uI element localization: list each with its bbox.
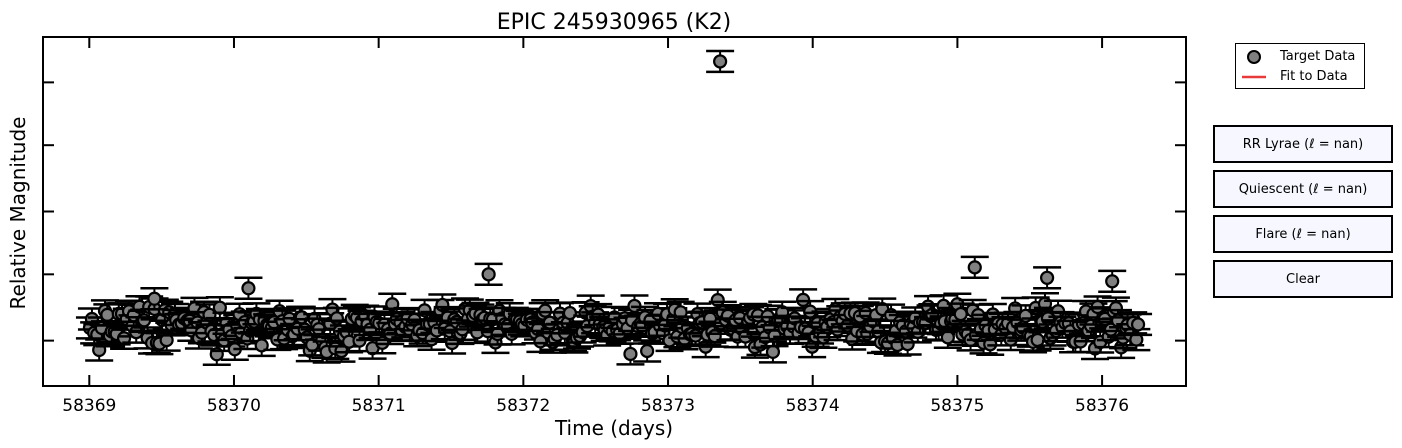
flare-button[interactable]: Flare (ℓ = nan)	[1213, 215, 1393, 253]
data-point	[706, 49, 735, 74]
x-axis-label: Time (days)	[554, 416, 673, 440]
axis-ticks: 58369 58370 58371 58372 58373 58374 58375 58376	[43, 37, 1186, 416]
x-tick-label: 58375	[930, 396, 984, 416]
x-tick-label: 58371	[352, 396, 406, 416]
x-tick-label: 58374	[786, 396, 840, 416]
red-line-icon	[1242, 75, 1266, 79]
data-point	[1098, 269, 1127, 294]
data-point	[1124, 312, 1153, 337]
data-point	[140, 287, 169, 311]
plot-frame	[42, 36, 1187, 387]
clear-button[interactable]: Clear	[1213, 260, 1393, 298]
legend-label-target-data: Target Data	[1280, 49, 1356, 64]
legend-item-target-data: Target Data	[1236, 47, 1364, 67]
quiescent-button[interactable]: Quiescent (ℓ = nan)	[1213, 170, 1393, 208]
x-tick-label: 58370	[207, 396, 261, 416]
legend-item-fit-to-data: Fit to Data	[1236, 67, 1364, 87]
data-point	[234, 276, 263, 300]
data-point	[474, 262, 503, 287]
legend-label-fit-to-data: Fit to Data	[1280, 69, 1348, 84]
legend: Target Data Fit to Data	[1235, 43, 1365, 89]
chart-title: EPIC 245930965 (K2)	[497, 10, 732, 35]
plot-area	[75, 49, 1153, 366]
data-point	[1033, 266, 1062, 290]
data-point	[960, 255, 989, 280]
x-tick-label: 58376	[1075, 396, 1129, 416]
x-tick-label: 58373	[641, 396, 695, 416]
y-axis-label: Relative Magnitude	[6, 117, 30, 310]
rr-lyrae-button[interactable]: RR Lyrae (ℓ = nan)	[1213, 125, 1393, 163]
data-point	[758, 340, 787, 364]
data-point	[85, 338, 114, 362]
x-tick-label: 58369	[62, 396, 116, 416]
circle-marker-icon	[1247, 50, 1261, 64]
data-point	[1122, 327, 1151, 352]
x-tick-label: 58372	[496, 396, 550, 416]
